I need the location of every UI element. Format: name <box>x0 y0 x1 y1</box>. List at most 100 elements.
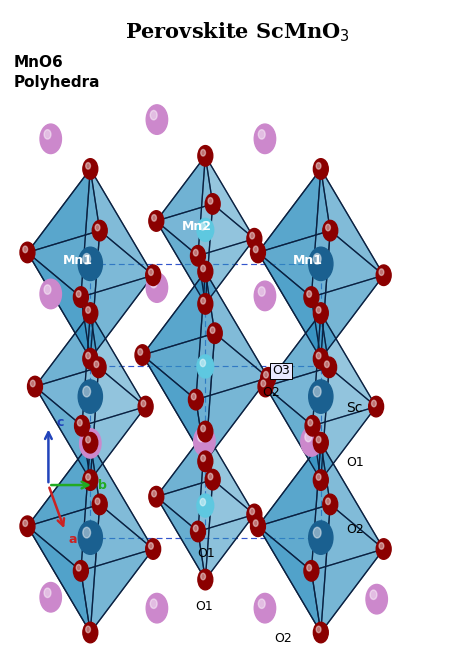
Circle shape <box>247 229 262 249</box>
Circle shape <box>198 421 213 442</box>
Circle shape <box>250 508 255 515</box>
Text: O1: O1 <box>196 600 213 613</box>
Circle shape <box>189 389 203 410</box>
Circle shape <box>261 380 265 387</box>
Circle shape <box>201 298 206 304</box>
Polygon shape <box>82 313 146 426</box>
Circle shape <box>44 588 51 598</box>
Circle shape <box>307 291 311 298</box>
Circle shape <box>201 150 206 156</box>
Circle shape <box>197 355 214 378</box>
Text: Mn2: Mn2 <box>182 220 212 233</box>
Polygon shape <box>27 169 100 253</box>
Polygon shape <box>258 253 321 359</box>
Circle shape <box>207 323 222 344</box>
Circle shape <box>76 564 81 571</box>
Polygon shape <box>27 230 100 359</box>
Circle shape <box>197 494 214 517</box>
Circle shape <box>325 361 329 368</box>
Polygon shape <box>35 313 99 387</box>
Circle shape <box>250 516 265 536</box>
Polygon shape <box>311 549 383 633</box>
Circle shape <box>326 498 330 505</box>
Circle shape <box>152 490 156 497</box>
Polygon shape <box>143 333 215 462</box>
Polygon shape <box>311 275 383 359</box>
Circle shape <box>323 221 337 241</box>
Polygon shape <box>81 549 153 633</box>
Circle shape <box>316 436 321 443</box>
Circle shape <box>370 590 377 600</box>
Circle shape <box>200 223 206 230</box>
Text: O2: O2 <box>275 632 292 645</box>
Circle shape <box>258 286 265 296</box>
Circle shape <box>44 130 51 139</box>
Polygon shape <box>156 432 205 531</box>
Circle shape <box>197 218 214 242</box>
Circle shape <box>323 494 337 515</box>
Circle shape <box>307 564 311 571</box>
Text: Sc: Sc <box>346 401 363 415</box>
Polygon shape <box>81 169 153 297</box>
Circle shape <box>149 486 164 507</box>
Circle shape <box>210 327 215 333</box>
Circle shape <box>78 247 102 281</box>
Polygon shape <box>27 253 91 359</box>
Circle shape <box>372 400 376 407</box>
Circle shape <box>253 246 258 253</box>
Circle shape <box>83 432 98 453</box>
Polygon shape <box>27 443 91 571</box>
Polygon shape <box>265 367 329 480</box>
Polygon shape <box>91 367 146 480</box>
Circle shape <box>313 527 321 538</box>
Circle shape <box>205 194 220 214</box>
Circle shape <box>92 221 107 241</box>
Circle shape <box>198 294 213 314</box>
Polygon shape <box>91 443 153 549</box>
Circle shape <box>77 419 82 426</box>
Circle shape <box>83 386 91 397</box>
Circle shape <box>304 561 319 581</box>
Polygon shape <box>258 169 321 297</box>
Polygon shape <box>27 443 100 526</box>
Polygon shape <box>91 230 153 359</box>
Text: b: b <box>98 478 107 492</box>
Polygon shape <box>312 313 376 426</box>
Circle shape <box>78 380 102 413</box>
Circle shape <box>366 585 387 614</box>
Circle shape <box>20 242 35 263</box>
Circle shape <box>198 146 213 166</box>
Circle shape <box>309 380 333 413</box>
Circle shape <box>138 349 143 355</box>
Circle shape <box>138 396 153 417</box>
Circle shape <box>254 594 276 623</box>
Circle shape <box>313 432 328 453</box>
Circle shape <box>84 434 91 444</box>
Text: O1: O1 <box>346 456 364 469</box>
Circle shape <box>150 111 157 120</box>
Circle shape <box>369 396 383 417</box>
Circle shape <box>313 348 328 369</box>
Circle shape <box>78 521 102 554</box>
Circle shape <box>152 215 156 221</box>
Circle shape <box>304 287 319 307</box>
Circle shape <box>20 516 35 536</box>
Circle shape <box>146 539 161 559</box>
Circle shape <box>73 287 88 307</box>
Circle shape <box>313 253 321 264</box>
Polygon shape <box>196 378 268 462</box>
Polygon shape <box>81 443 153 571</box>
Circle shape <box>91 357 106 378</box>
Polygon shape <box>205 271 268 378</box>
Polygon shape <box>321 313 376 407</box>
Polygon shape <box>205 333 268 462</box>
Text: Polyhedra: Polyhedra <box>13 75 100 90</box>
Polygon shape <box>156 432 213 497</box>
Circle shape <box>258 599 265 609</box>
Polygon shape <box>198 514 255 579</box>
Circle shape <box>194 426 215 456</box>
Circle shape <box>40 583 62 612</box>
Circle shape <box>23 246 27 253</box>
Circle shape <box>23 520 27 527</box>
Text: a: a <box>68 533 77 546</box>
